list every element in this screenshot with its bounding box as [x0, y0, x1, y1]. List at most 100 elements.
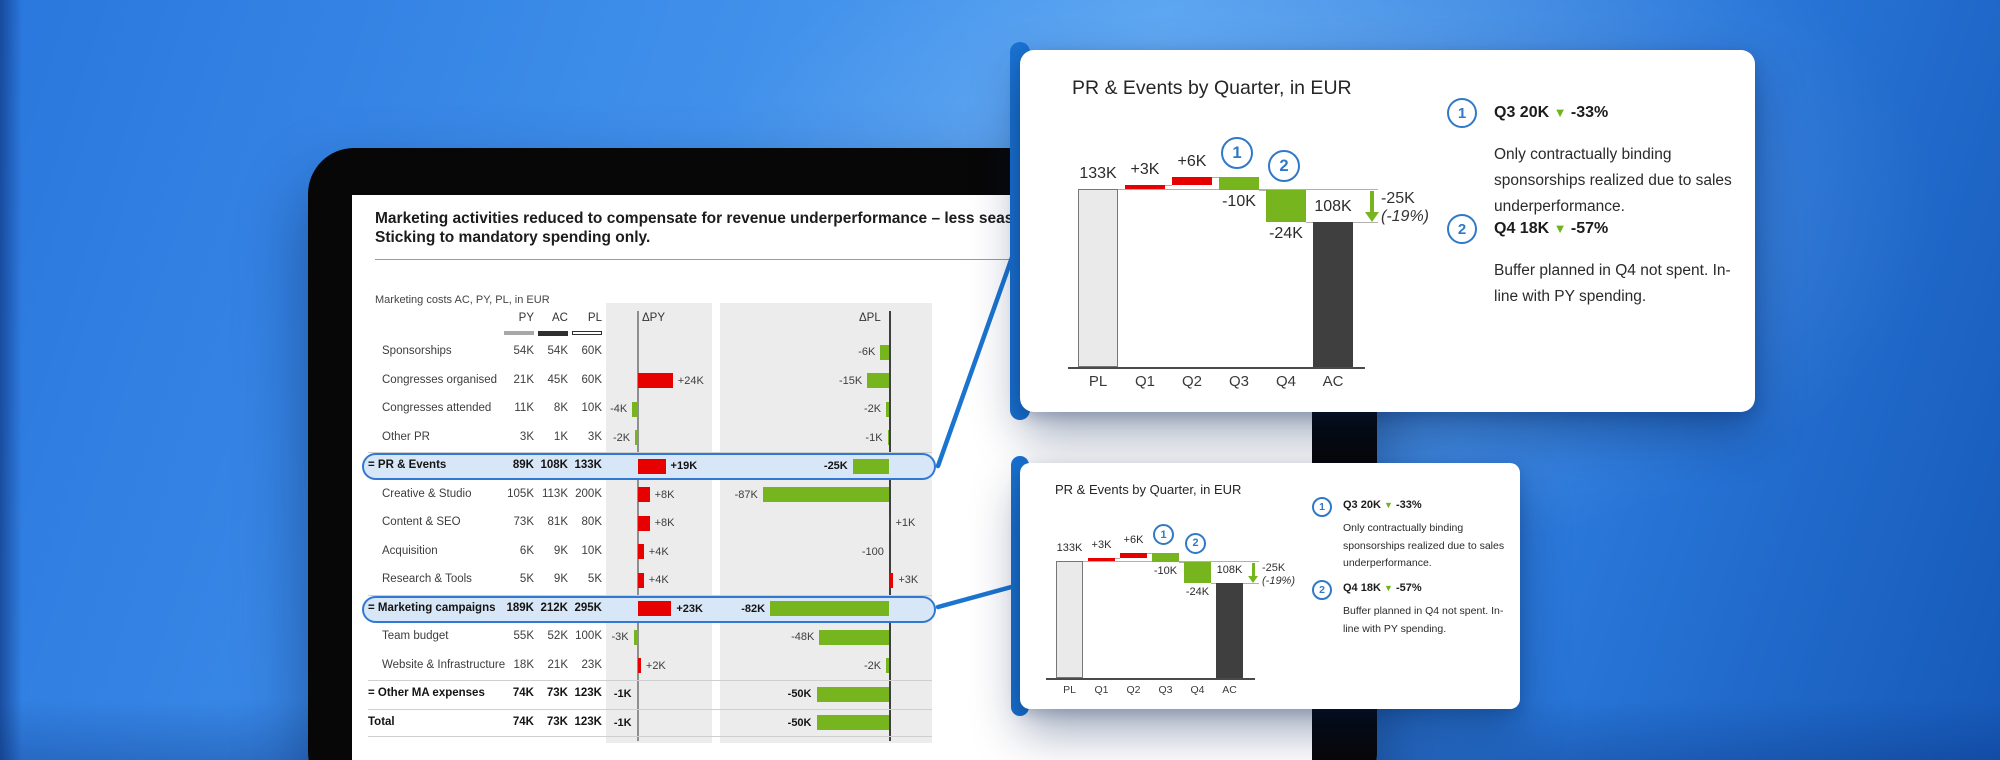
row-label: = PR & Events	[368, 459, 447, 471]
delta-dpy-label: +24K	[677, 374, 704, 387]
axis-label-Q2: Q2	[1181, 373, 1202, 390]
table-row: Content & SEO 73K 81K 80K +8K +1K	[368, 509, 932, 538]
waterfall-bar-Q2	[1172, 177, 1212, 186]
row-label: Congresses organised	[382, 373, 498, 386]
cell-pl: 123K	[574, 687, 603, 699]
cell-pl: 60K	[581, 345, 602, 357]
delta-dpy-label: -1K	[613, 716, 632, 729]
cell-py: 18K	[513, 658, 534, 671]
col-header-py: PY	[518, 312, 534, 324]
row-label: Sponsorships	[382, 345, 452, 357]
cell-ac: 212K	[540, 601, 569, 614]
table-subtitle: Marketing costs AC, PY, PL, in EUR	[375, 294, 550, 306]
cell-py: 189K	[506, 601, 535, 614]
delta-dpy-label: +19K	[670, 460, 698, 472]
annotation-number: 2	[1312, 580, 1332, 600]
bar-value-label: 108K	[1314, 198, 1352, 216]
delta-dpy-bar	[638, 487, 650, 502]
table-row[interactable]: = PR & Events 89K 108K 133K +19K -25K	[362, 452, 936, 481]
table-row: Congresses organised 21K 45K 60K +24K -15K	[368, 367, 932, 396]
delta-dpl-bar	[770, 601, 889, 616]
circled-number-1: 1	[1153, 524, 1174, 546]
delta-dpl-bar	[852, 458, 889, 474]
cell-pl: 123K	[574, 715, 603, 728]
level-connector-line	[1259, 190, 1266, 192]
axis-label-Q3: Q3	[1158, 684, 1173, 696]
circled-number-2: 2	[1268, 150, 1300, 183]
level-connector-line	[1212, 177, 1219, 178]
delta-arrow-icon	[1370, 191, 1374, 213]
row-separator	[368, 452, 932, 453]
annotation-headline: Q3 20K ▼ -33%	[1494, 104, 1608, 122]
ac-indicator-icon	[538, 331, 568, 336]
cell-py: 21K	[513, 373, 534, 386]
delta-dpl-label: -1K	[865, 431, 883, 444]
cell-pl: 10K	[581, 402, 602, 414]
annotation-metric: Q4 18K	[1494, 220, 1554, 237]
cell-pl: 60K	[581, 373, 602, 386]
slide-title: Marketing activities reduced to compensa…	[375, 209, 1305, 247]
cell-pl: 10K	[581, 544, 602, 557]
cell-pl: 133K	[574, 459, 603, 471]
annotation-body: Only contractually binding sponsorships …	[1343, 522, 1505, 569]
waterfall-bar-Q1	[1088, 558, 1115, 561]
delta-dpy-bar	[638, 544, 644, 559]
level-connector-line	[1115, 558, 1120, 560]
annotation-number: 2	[1447, 214, 1477, 244]
cell-py: 11K	[514, 402, 534, 414]
circled-number-2: 2	[1185, 532, 1206, 554]
cell-py: 55K	[513, 630, 534, 642]
delta-total-pct: (-19%)	[1262, 574, 1296, 587]
waterfall-bar-PL	[1078, 189, 1118, 367]
delta-dpl-bar	[889, 515, 891, 531]
triangle-down-icon: ▼	[1383, 583, 1393, 593]
annotation-metric: Q3 20K	[1494, 104, 1554, 121]
title-underline	[375, 259, 1295, 260]
col-header-pl: PL	[587, 312, 602, 324]
row-label: Other PR	[382, 430, 430, 443]
waterfall-bar-PL	[1056, 560, 1083, 678]
axis-label-PL: PL	[1063, 684, 1076, 696]
table-row: Creative & Studio 105K 113K 200K +8K -87K	[368, 481, 932, 510]
cell-ac: 54K	[547, 345, 568, 357]
axis-label-Q4: Q4	[1275, 373, 1296, 390]
bar-value-label: -24K	[1269, 225, 1303, 243]
delta-dpl-bar	[880, 344, 889, 360]
cell-ac: 52K	[547, 630, 568, 642]
table-header: PY AC PL ΔPY ΔPL	[368, 307, 932, 341]
annotation-metric: Q3 20K	[1343, 499, 1384, 511]
bar-value-label: -24K	[1185, 585, 1210, 598]
axis-label-Q4: Q4	[1190, 684, 1205, 696]
cell-pl: 200K	[575, 487, 602, 500]
delta-total-value: -25K	[1381, 190, 1415, 208]
annotation-pct: -33%	[1566, 104, 1609, 121]
delta-dpy-bar	[636, 686, 638, 702]
delta-dpy-label: -3K	[611, 631, 629, 643]
triangle-down-icon: ▼	[1383, 500, 1393, 510]
cell-ac: 9K	[553, 544, 568, 557]
col-header-ac: AC	[552, 312, 568, 324]
level-connector-line	[1147, 553, 1152, 555]
delta-dpl-label: -50K	[787, 688, 812, 700]
table-row: Total 74K 73K 123K -1K -50K	[368, 708, 932, 737]
waterfall-chart-small: 133K +3K +6K -10K -24K 108K PL Q1 Q2 Q3 Q4 AC 1 2 -25K…	[1020, 463, 1520, 709]
axis-label-AC: AC	[1222, 684, 1237, 696]
waterfall-bar-Q4	[1266, 190, 1306, 223]
annotation-body: Buffer planned in Q4 not spent. In-line …	[1494, 262, 1731, 305]
row-label: Total	[368, 715, 395, 728]
table-row[interactable]: = Marketing campaigns 189K 212K 295K +23K -82…	[362, 594, 936, 624]
py-indicator-icon	[504, 331, 534, 335]
delta-dpl-label: -25K	[823, 460, 848, 472]
delta-dpy-label: +8K	[654, 517, 675, 529]
delta-dpy-bar	[636, 715, 638, 730]
cell-ac: 108K	[540, 459, 569, 471]
bar-value-label: 133K	[1056, 541, 1083, 554]
axis-label-Q1: Q1	[1094, 684, 1109, 696]
delta-dpy-bar	[635, 430, 638, 445]
bar-value-label: +3K	[1091, 539, 1112, 552]
row-label: Congresses attended	[382, 402, 492, 414]
delta-dpy-bar	[638, 601, 672, 616]
bar-value-label: 108K	[1216, 563, 1243, 576]
delta-total-label: -25K (-19%)	[1381, 190, 1429, 226]
